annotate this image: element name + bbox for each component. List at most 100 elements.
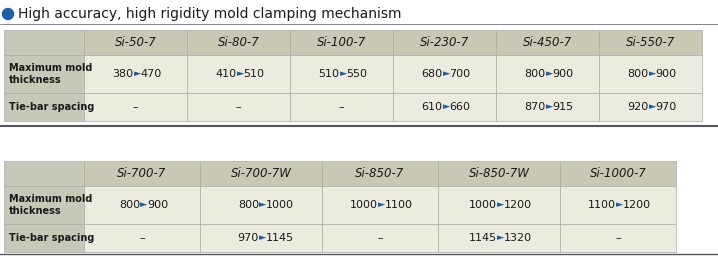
Text: 800: 800	[524, 69, 546, 79]
Text: 1320: 1320	[504, 233, 532, 243]
Text: 900: 900	[552, 69, 574, 79]
Bar	[560, 224, 676, 252]
Bar	[290, 30, 393, 55]
Bar	[4, 93, 84, 121]
Bar	[200, 224, 322, 252]
Text: –: –	[377, 233, 383, 243]
Text: ►: ►	[259, 201, 266, 209]
Text: 470: 470	[141, 69, 162, 79]
Bar	[4, 224, 84, 252]
Text: 800: 800	[0, 270, 1, 271]
Bar	[84, 93, 187, 121]
Text: 970: 970	[238, 233, 259, 243]
Bar	[393, 55, 496, 93]
Text: 920: 920	[628, 102, 648, 112]
Text: 900: 900	[656, 69, 676, 79]
Text: 550: 550	[347, 69, 368, 79]
Text: 1145: 1145	[0, 270, 1, 271]
Text: 900: 900	[147, 200, 168, 210]
Bar	[496, 30, 599, 55]
Text: Si-50-7: Si-50-7	[115, 36, 157, 49]
Text: Si-850-7W: Si-850-7W	[469, 167, 529, 180]
Bar	[290, 55, 393, 93]
Text: 410: 410	[215, 69, 236, 79]
Text: Tie-bar spacing: Tie-bar spacing	[9, 233, 94, 243]
Bar	[393, 30, 496, 55]
Circle shape	[2, 8, 14, 20]
Text: Si-700-7W: Si-700-7W	[230, 167, 292, 180]
Text: 970: 970	[656, 102, 677, 112]
Text: ►: ►	[546, 69, 553, 79]
Bar	[496, 55, 599, 93]
Bar	[393, 93, 496, 121]
Text: 510: 510	[243, 69, 264, 79]
Text: Si-850-7: Si-850-7	[355, 167, 405, 180]
Bar	[200, 186, 322, 224]
Text: 1200: 1200	[623, 200, 651, 210]
Text: 660: 660	[449, 102, 470, 112]
Bar	[322, 161, 438, 186]
Text: 800: 800	[238, 200, 259, 210]
Text: 1000: 1000	[266, 200, 294, 210]
Bar	[438, 186, 560, 224]
Bar	[200, 161, 322, 186]
Bar	[322, 224, 438, 252]
Bar	[4, 186, 84, 224]
Text: –: –	[139, 233, 145, 243]
Bar	[4, 55, 84, 93]
Text: ►: ►	[498, 234, 505, 243]
Bar	[84, 186, 200, 224]
Bar	[4, 161, 84, 186]
Bar	[84, 224, 200, 252]
Bar	[187, 93, 290, 121]
Text: Si-100-7: Si-100-7	[317, 36, 366, 49]
Text: 1000: 1000	[350, 200, 378, 210]
Text: –: –	[236, 102, 241, 112]
Text: 1100: 1100	[385, 200, 413, 210]
Text: ►: ►	[259, 234, 266, 243]
Bar	[599, 30, 702, 55]
Text: –: –	[339, 102, 345, 112]
Text: Si-80-7: Si-80-7	[218, 36, 259, 49]
Text: 1000: 1000	[0, 270, 1, 271]
Text: High accuracy, high rigidity mold clamping mechanism: High accuracy, high rigidity mold clampi…	[18, 7, 401, 21]
Text: 380: 380	[113, 69, 134, 79]
Text: Maximum mold
thickness: Maximum mold thickness	[9, 194, 93, 216]
Text: ►: ►	[649, 102, 656, 111]
Text: –: –	[133, 102, 139, 112]
Text: ►: ►	[237, 69, 244, 79]
Text: ►: ►	[378, 201, 386, 209]
Text: 800: 800	[0, 270, 1, 271]
Text: 510: 510	[319, 69, 340, 79]
Text: ►: ►	[443, 69, 450, 79]
Text: Tie-bar spacing: Tie-bar spacing	[9, 102, 94, 112]
Text: 610: 610	[421, 102, 442, 112]
Text: ►: ►	[134, 69, 141, 79]
Text: ►: ►	[546, 102, 553, 111]
Text: 1000: 1000	[0, 270, 1, 271]
Text: 800: 800	[0, 270, 1, 271]
Text: 970: 970	[0, 270, 1, 271]
Bar	[84, 30, 187, 55]
Bar	[187, 55, 290, 93]
Text: 1100: 1100	[588, 200, 616, 210]
Bar	[84, 55, 187, 93]
Text: 700: 700	[449, 69, 470, 79]
Text: 800: 800	[628, 69, 648, 79]
Text: Si-230-7: Si-230-7	[420, 36, 469, 49]
Text: 1100: 1100	[0, 270, 1, 271]
Text: 870: 870	[524, 102, 546, 112]
Text: 800: 800	[0, 270, 1, 271]
Text: –: –	[615, 233, 621, 243]
Text: 920: 920	[0, 270, 1, 271]
Bar	[438, 224, 560, 252]
Text: ►: ►	[141, 201, 148, 209]
Text: 410: 410	[0, 270, 1, 271]
Text: 870: 870	[0, 270, 1, 271]
Text: ►: ►	[649, 69, 656, 79]
Text: 680: 680	[0, 270, 1, 271]
Bar	[438, 161, 560, 186]
Text: 1145: 1145	[266, 233, 294, 243]
Bar	[187, 30, 290, 55]
Bar	[4, 30, 84, 55]
